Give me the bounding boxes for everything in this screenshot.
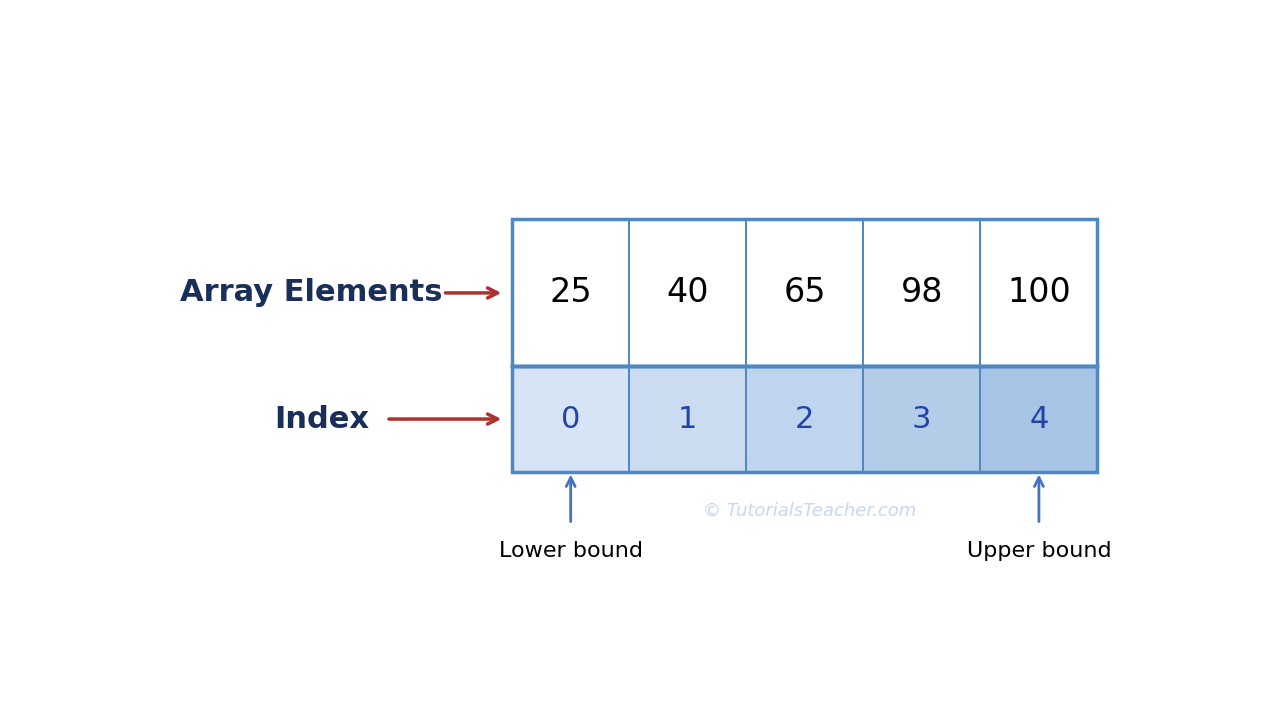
Text: Upper bound: Upper bound xyxy=(966,541,1111,561)
Text: 65: 65 xyxy=(783,276,826,310)
Text: 4: 4 xyxy=(1029,405,1048,433)
Text: Index: Index xyxy=(274,405,369,433)
Text: 2: 2 xyxy=(795,405,814,433)
Bar xyxy=(863,366,980,472)
Text: 98: 98 xyxy=(901,276,943,310)
Bar xyxy=(980,366,1097,472)
Bar xyxy=(512,220,1097,366)
Text: 40: 40 xyxy=(667,276,709,310)
Bar xyxy=(746,366,863,472)
Bar xyxy=(863,220,980,366)
Text: 0: 0 xyxy=(561,405,580,433)
Bar xyxy=(512,366,1097,472)
Bar xyxy=(746,220,863,366)
Bar xyxy=(980,220,1097,366)
Text: © TutorialsTeacher.com: © TutorialsTeacher.com xyxy=(703,502,916,520)
Text: Lower bound: Lower bound xyxy=(499,541,643,561)
Text: Array Elements: Array Elements xyxy=(179,279,443,307)
Bar xyxy=(512,366,630,472)
Text: 100: 100 xyxy=(1007,276,1071,310)
Text: 1: 1 xyxy=(678,405,698,433)
Bar xyxy=(630,366,746,472)
Bar xyxy=(512,220,630,366)
Text: 25: 25 xyxy=(549,276,593,310)
Bar xyxy=(630,220,746,366)
Text: 3: 3 xyxy=(913,405,932,433)
